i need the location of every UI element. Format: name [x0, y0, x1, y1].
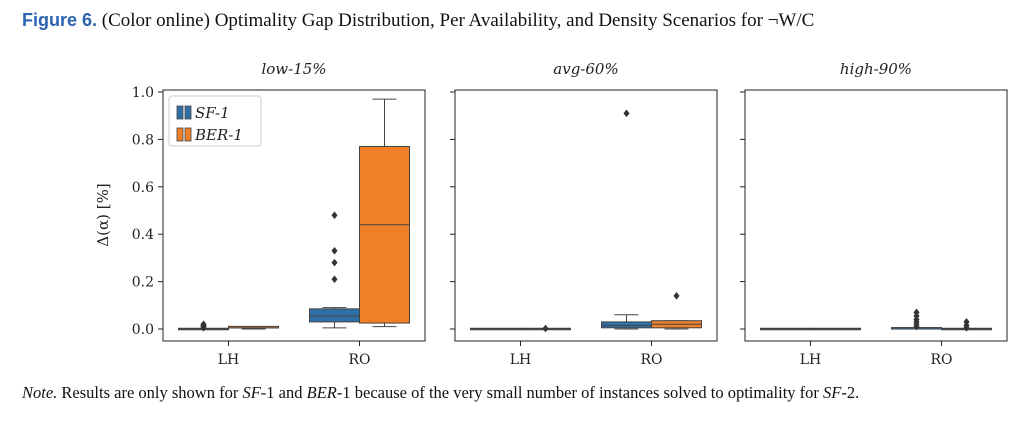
legend-swatch-sf-1: [176, 105, 184, 120]
panel-3-ro-ber-1-outlier-2: [963, 317, 970, 326]
panel-2-ro-sf-1-box: [601, 321, 652, 329]
x-tick-label: RO: [930, 352, 952, 368]
x-tick-label: RO: [640, 352, 662, 368]
panel-3-frame: [744, 89, 1008, 342]
y-tick-label: 0.4: [132, 227, 154, 243]
panel-2-lh-ber-1-outlier-0: [542, 324, 549, 333]
note-text-4: -2.: [841, 383, 860, 402]
panel-1-lh-sf-1-outlier-3: [200, 320, 207, 329]
figure-label: Figure 6.: [22, 10, 98, 30]
y-tick-label: 1.0: [132, 85, 154, 101]
note-ber1: BER: [306, 383, 337, 402]
panel-1-ro-ber-1-box: [359, 146, 410, 324]
y-tick-label: 0.6: [132, 180, 154, 196]
legend-label-sf-1: SF-1: [195, 104, 230, 122]
panel-1-ro-sf-1-outlier-1: [331, 258, 338, 267]
panel-1-ro-sf-1-outlier-0: [331, 275, 338, 284]
legend-swatch-b-ber-1: [184, 127, 192, 142]
note-label: Note.: [22, 383, 58, 402]
y-tick-label: 0.2: [132, 275, 154, 291]
panel-3-ro-sf-1-outlier-5: [913, 308, 920, 317]
panel-1-ro-sf-1-box: [309, 308, 360, 323]
y-tick-label: 0.8: [132, 132, 154, 148]
panel-1-ro-sf-1-outlier-2: [331, 246, 338, 255]
panel-2-ro-ber-1-outlier-0: [673, 291, 680, 300]
x-tick-label: LH: [510, 352, 532, 368]
legend-swatch-b-sf-1: [184, 105, 192, 120]
panel-3-title: high-90%: [840, 60, 912, 78]
legend-swatch-ber-1: [176, 127, 184, 142]
y-axis-label: Δ(α) [%]: [94, 183, 112, 246]
panel-1-title: low-15%: [261, 60, 326, 78]
x-tick-label: LH: [218, 352, 240, 368]
note-text-2: -1 and: [260, 383, 307, 402]
note-sf1: SF: [242, 383, 261, 402]
note-text-3: -1 because of the very small number of i…: [336, 383, 824, 402]
legend-label-ber-1: BER-1: [194, 126, 243, 144]
box-plot-chart: low-15% 0.0 0.2 0.4 0.6 0.8 1.0 LH RO avg-60% LH RO…: [94, 60, 1008, 368]
legend-frame: [168, 95, 262, 147]
figure-caption: Figure 6. (Color online) Optimality Gap …: [22, 10, 1002, 32]
figure-note: Note. Results are only shown for SF-1 an…: [22, 383, 1002, 403]
figure-caption-text: (Color online) Optimality Gap Distributi…: [101, 10, 815, 31]
panel-2-frame: [454, 89, 718, 342]
note-sf2: SF: [823, 383, 842, 402]
y-tick-label: 0.0: [132, 322, 154, 338]
note-text-1: Results are only shown for: [57, 383, 243, 402]
panel-2-title: avg-60%: [553, 60, 618, 78]
x-tick-label: LH: [800, 352, 822, 368]
x-tick-label: RO: [348, 352, 370, 368]
panel-1-ro-sf-1-outlier-3: [331, 211, 338, 220]
panel-2-ro-sf-1-outlier-0: [623, 109, 630, 118]
